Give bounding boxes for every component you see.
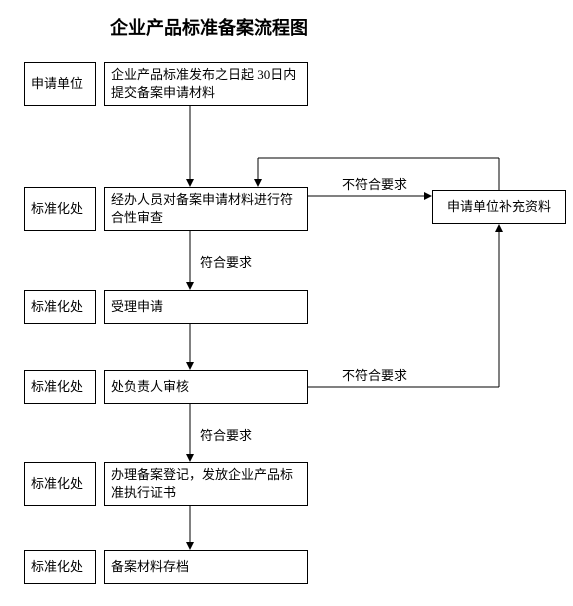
node-n3-left: 标准化处 [24, 290, 96, 324]
node-n2-left: 标准化处 [24, 187, 96, 231]
node-supplement: 申请单位补充资料 [432, 190, 566, 224]
edge-label-5: 不符合要求 [342, 174, 407, 193]
node-n6-right: 备案材料存档 [104, 550, 308, 584]
node-n2-right: 经办人员对备案申请材料进行符合性审查 [104, 187, 308, 231]
diagram-title: 企业产品标准备案流程图 [110, 14, 308, 40]
node-n4-right: 处负责人审核 [104, 370, 308, 404]
flowchart-canvas: 企业产品标准备案流程图 申请单位 企业产品标准发布之日起 30日内提交备案申请材… [0, 0, 573, 606]
node-n4-left: 标准化处 [24, 370, 96, 404]
node-n5-left: 标准化处 [24, 462, 96, 506]
edge-label-3: 符合要求 [200, 425, 252, 444]
node-n5-right: 办理备案登记，发放企业产品标准执行证书 [104, 462, 308, 506]
node-n3-right: 受理申请 [104, 290, 308, 324]
edge-label-1: 符合要求 [200, 252, 252, 271]
node-n1-right: 企业产品标准发布之日起 30日内提交备案申请材料 [104, 62, 308, 106]
node-n1-left: 申请单位 [24, 62, 96, 106]
node-n6-left: 标准化处 [24, 550, 96, 584]
edge-label-7: 不符合要求 [342, 365, 407, 384]
